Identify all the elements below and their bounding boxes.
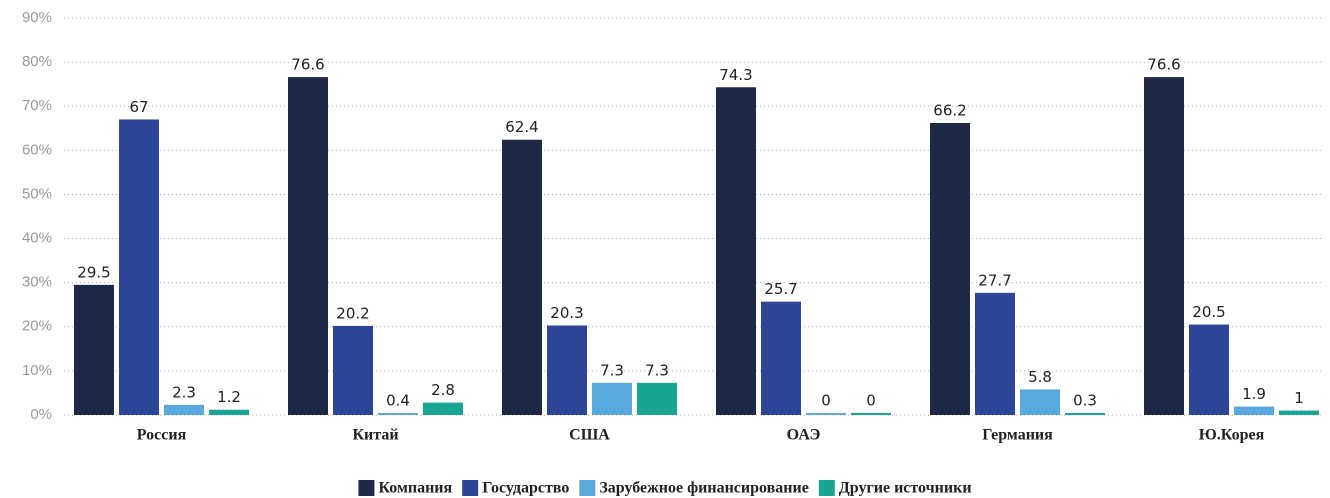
x-tick-label: Китай bbox=[352, 427, 398, 444]
bar bbox=[1065, 413, 1105, 415]
value-label: 74.3 bbox=[719, 66, 752, 84]
bar bbox=[1020, 389, 1060, 415]
bar bbox=[209, 409, 249, 415]
x-tick-label: Ю.Корея bbox=[1199, 427, 1265, 444]
y-tick-label: 90% bbox=[22, 9, 52, 26]
value-label: 1.2 bbox=[217, 388, 241, 406]
bar bbox=[806, 413, 846, 415]
legend-label: Другие источники bbox=[839, 480, 972, 497]
y-tick-label: 60% bbox=[22, 141, 52, 158]
value-label: 62.4 bbox=[505, 118, 538, 136]
bar bbox=[119, 119, 159, 415]
bar bbox=[1144, 77, 1184, 415]
value-label: 27.7 bbox=[978, 271, 1011, 289]
value-label: 66.2 bbox=[933, 101, 966, 119]
bar bbox=[333, 325, 373, 415]
bar bbox=[637, 382, 677, 415]
bar bbox=[423, 402, 463, 415]
legend-swatch bbox=[818, 480, 835, 496]
bar bbox=[1189, 324, 1229, 415]
value-label: 0.4 bbox=[386, 392, 410, 410]
bar bbox=[502, 139, 542, 415]
value-label: 5.8 bbox=[1028, 368, 1052, 386]
legend-swatch bbox=[358, 480, 375, 496]
y-tick-label: 40% bbox=[22, 230, 52, 247]
value-label: 1 bbox=[1294, 389, 1304, 407]
value-label: 2.8 bbox=[431, 381, 455, 399]
value-label: 76.6 bbox=[1147, 56, 1180, 74]
y-tick-label: 50% bbox=[22, 185, 52, 202]
legend-label: Государство bbox=[482, 480, 569, 497]
value-label: 25.7 bbox=[764, 280, 797, 298]
value-label: 20.2 bbox=[336, 304, 369, 322]
y-tick-label: 70% bbox=[22, 97, 52, 114]
bar bbox=[378, 413, 418, 415]
value-label: 76.6 bbox=[291, 56, 324, 74]
bar bbox=[975, 292, 1015, 415]
value-label: 67 bbox=[129, 98, 148, 116]
value-label: 29.5 bbox=[77, 263, 110, 281]
y-tick-label: 30% bbox=[22, 274, 52, 291]
bar bbox=[592, 382, 632, 415]
value-label: 7.3 bbox=[645, 361, 669, 379]
bar bbox=[1279, 410, 1319, 415]
value-label: 0.3 bbox=[1073, 392, 1097, 410]
legend-label: Компания bbox=[378, 480, 452, 497]
bar bbox=[851, 413, 891, 415]
bar bbox=[288, 77, 328, 415]
bar bbox=[74, 284, 114, 415]
value-label: 20.5 bbox=[1192, 303, 1225, 321]
x-tick-label: Германия bbox=[982, 427, 1053, 444]
x-tick-label: Россия bbox=[137, 427, 187, 444]
bar bbox=[164, 404, 204, 415]
value-label: 7.3 bbox=[600, 361, 624, 379]
bar bbox=[930, 122, 970, 416]
y-tick-label: 10% bbox=[22, 362, 52, 379]
bar bbox=[1234, 406, 1274, 415]
value-label: 0 bbox=[821, 392, 831, 410]
y-tick-label: 20% bbox=[22, 318, 52, 335]
y-tick-label: 80% bbox=[22, 53, 52, 70]
x-tick-label: США bbox=[569, 427, 610, 444]
legend-label: Зарубежное финансирование bbox=[599, 480, 808, 497]
bar bbox=[716, 87, 756, 415]
value-label: 2.3 bbox=[172, 383, 196, 401]
y-tick-label: 0% bbox=[30, 406, 52, 423]
x-tick-label: ОАЭ bbox=[787, 427, 821, 444]
legend-swatch bbox=[462, 480, 479, 496]
bar bbox=[547, 325, 587, 415]
value-label: 0 bbox=[866, 392, 876, 410]
value-label: 1.9 bbox=[1242, 385, 1266, 403]
value-label: 20.3 bbox=[550, 304, 583, 322]
legend-swatch bbox=[579, 480, 596, 496]
bar bbox=[761, 301, 801, 415]
